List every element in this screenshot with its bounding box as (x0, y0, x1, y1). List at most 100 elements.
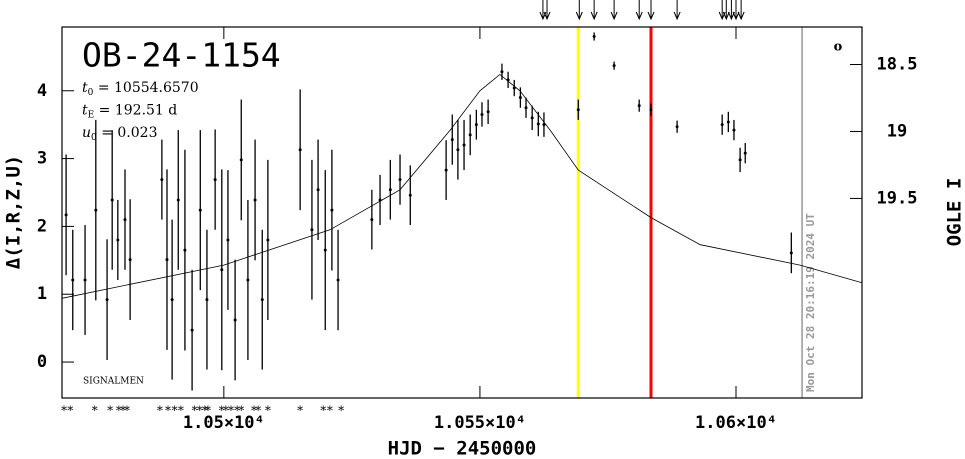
data-point (378, 198, 382, 202)
data-point (576, 108, 580, 112)
data-point (542, 123, 546, 127)
data-point (370, 218, 374, 222)
plot-frame (61, 26, 863, 399)
asterisk: * (197, 404, 203, 418)
data-point (675, 125, 679, 129)
data-point (170, 298, 174, 302)
data-point (213, 178, 217, 182)
data-point (246, 278, 250, 282)
model-curve (61, 73, 863, 299)
arrow-head (635, 11, 643, 21)
data-point (198, 208, 202, 212)
x-axis-label: HJD − 2450000 (388, 438, 537, 459)
arrow-head (590, 11, 598, 21)
y-tick-label: 3 (37, 149, 47, 169)
data-point (398, 178, 402, 182)
arrow-head (737, 11, 745, 21)
y-tick-label: 1 (37, 284, 47, 304)
asterisk: * (157, 404, 163, 418)
data-point (789, 251, 793, 255)
arrow-head (727, 11, 735, 21)
data-point (637, 104, 641, 108)
fit-parameter: u0 = 0.023 (82, 125, 157, 143)
data-point (649, 108, 653, 112)
y-tick-label: 2 (37, 216, 47, 236)
y2-axis-label: OGLE I (944, 178, 965, 247)
data-point (720, 123, 724, 127)
footnote: SIGNALMEN (83, 377, 144, 387)
data-point (530, 116, 534, 120)
asterisk: * (67, 404, 73, 418)
asterisk: * (178, 404, 184, 418)
data-point (233, 318, 237, 322)
data-point (450, 138, 454, 142)
y-axis-label: Δ(I,R,Z,U) (3, 155, 25, 269)
arrow-head (732, 11, 740, 21)
param-text: = 0.023 (97, 125, 158, 141)
data-point (732, 128, 736, 132)
data-point (316, 188, 320, 192)
asterisk: * (116, 404, 122, 418)
data-point (462, 143, 466, 147)
data-point (536, 122, 540, 126)
data-point (474, 123, 478, 127)
data-point (468, 133, 472, 137)
asterisk: * (327, 404, 333, 418)
asterisk: * (297, 404, 303, 418)
data-point (480, 112, 484, 116)
data-point (83, 278, 87, 282)
data-point (444, 168, 448, 172)
asterisk: * (265, 404, 271, 418)
data-point (408, 193, 412, 197)
data-point (266, 238, 270, 242)
data-point (336, 278, 340, 282)
asterisk: * (192, 404, 198, 418)
arrow-head (575, 11, 583, 21)
data-point (64, 213, 68, 217)
data-point (190, 328, 194, 332)
param-sub: 0 (88, 88, 94, 98)
x-tick-label: 1.055×10⁴ (434, 413, 526, 433)
data-point (524, 106, 528, 110)
data-point (612, 64, 616, 68)
param-text: = 10554.6570 (93, 80, 198, 96)
data-point (512, 86, 516, 90)
data-point (116, 238, 120, 242)
asterisk: * (255, 404, 261, 418)
data-point (94, 208, 98, 212)
param-symbol: t (82, 103, 88, 119)
fit-parameter: t0 = 10554.6570 (82, 80, 199, 98)
data-point (743, 151, 747, 155)
data-point (128, 258, 132, 262)
data-point (123, 218, 127, 222)
data-point (105, 298, 109, 302)
data-point (226, 238, 230, 242)
arrow-head (722, 11, 730, 21)
asterisk: * (223, 404, 229, 418)
asterisk: * (219, 404, 225, 418)
chart-title: OB-24-1154 (82, 36, 281, 75)
arrow-head (610, 11, 618, 21)
asterisk: * (92, 404, 98, 418)
data-point (518, 96, 522, 100)
asterisk: * (320, 404, 326, 418)
y2-tick-label: 18.5 (877, 55, 918, 75)
asterisk: * (251, 404, 257, 418)
data-point (110, 198, 114, 202)
data-point (506, 78, 510, 82)
data-point (71, 278, 75, 282)
data-point (310, 228, 314, 232)
data-point (205, 298, 209, 302)
data-point (330, 208, 334, 212)
asterisk: * (205, 404, 211, 418)
y2-tick-label: 19 (887, 121, 907, 141)
data-point (260, 298, 264, 302)
data-point (323, 248, 327, 252)
asterisk: * (172, 404, 178, 418)
param-symbol: u (82, 125, 91, 141)
asterisk: * (228, 404, 234, 418)
asterisk: * (61, 404, 67, 418)
arrow-head (543, 11, 551, 21)
asterisk: * (165, 404, 171, 418)
